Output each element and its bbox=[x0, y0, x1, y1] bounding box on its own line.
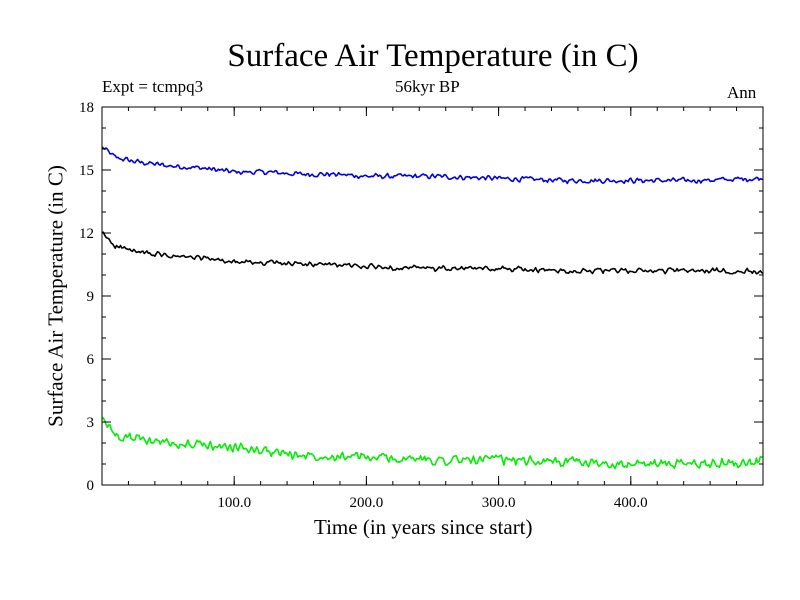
series-line-3 bbox=[101, 417, 764, 470]
experiment-label: Expt = tcmpq3 bbox=[102, 77, 204, 96]
y-tick-label: 15 bbox=[79, 163, 94, 179]
y-tick-label: 12 bbox=[79, 226, 94, 242]
axes-layer: 100.0 200.0 300.0 400.0 0 3 6 9 12 15 18 bbox=[79, 100, 763, 511]
period-label: 56kyr BP bbox=[395, 77, 460, 96]
y-tick-label: 6 bbox=[87, 352, 95, 368]
x-tick-label: 100.0 bbox=[217, 495, 251, 511]
x-axis-label: Time (in years since start) bbox=[314, 515, 533, 539]
y-tick-label: 18 bbox=[79, 100, 94, 116]
plot-frame bbox=[101, 106, 764, 486]
series-line-1 bbox=[101, 146, 764, 185]
x-tick-label: 400.0 bbox=[614, 495, 648, 511]
series-line-2 bbox=[101, 231, 764, 275]
y-tick-label: 9 bbox=[87, 289, 95, 305]
y-tick-label: 0 bbox=[87, 478, 95, 494]
series-layer bbox=[101, 146, 764, 470]
y-tick-label: 3 bbox=[87, 415, 95, 431]
x-tick-label: 300.0 bbox=[482, 495, 516, 511]
season-label: Ann bbox=[727, 83, 757, 102]
x-tick-label: 200.0 bbox=[350, 495, 384, 511]
chart-title: Surface Air Temperature (in C) bbox=[227, 38, 639, 74]
